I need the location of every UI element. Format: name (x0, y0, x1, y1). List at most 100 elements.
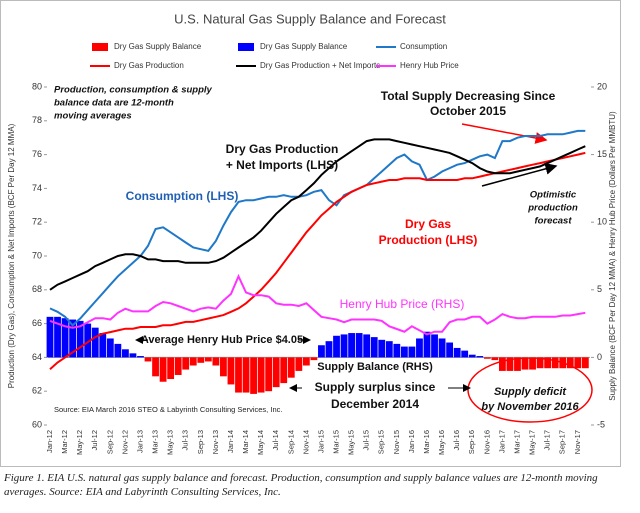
bar (84, 323, 92, 358)
y-tick-label: 66 (32, 318, 42, 328)
x-tick-label: Sep-14 (286, 430, 295, 454)
x-tick-label: May-14 (256, 430, 265, 455)
y-tick-label: 80 (32, 81, 42, 91)
x-tick-label: Nov-15 (392, 430, 401, 454)
bar (91, 327, 99, 358)
bar (340, 334, 348, 358)
chart: U.S. Natural Gas Supply Balance and Fore… (0, 0, 621, 467)
bar (385, 341, 393, 358)
annotation: Average Henry Hub Price $4.05 (141, 334, 303, 346)
legend-label: Consumption (400, 42, 447, 51)
x-tick-label: Nov-16 (482, 430, 491, 454)
x-tick-label: Jul-17 (543, 430, 552, 450)
x-tick-label: Mar-16 (422, 430, 431, 454)
bar (453, 347, 461, 358)
bar (544, 357, 552, 369)
annotation: Supply surplus since (315, 380, 436, 394)
bar (506, 357, 514, 371)
legend-label: Dry Gas Supply Balance (114, 42, 202, 51)
bar (521, 357, 529, 370)
annotation: Dry Gas Production (226, 142, 339, 156)
x-tick-label: May-15 (347, 430, 356, 455)
y-tick-label: 68 (32, 284, 42, 294)
x-tick-label: Sep-12 (105, 430, 114, 454)
y-tick-label: 60 (32, 419, 42, 429)
bar (318, 345, 325, 358)
x-tick-label: Jul-12 (90, 430, 99, 450)
y-tick-label: 64 (32, 352, 42, 362)
x-tick-label: Mar-17 (512, 430, 521, 454)
bar (174, 357, 182, 375)
annotation: Production, consumption & supply (54, 85, 213, 96)
annotation: Consumption (LHS) (126, 189, 239, 203)
bar (355, 333, 363, 358)
arrow (481, 162, 558, 187)
bar (272, 357, 280, 388)
bar (295, 357, 303, 371)
y-axis-title: Production (Dry Gas), Consumption & Net … (7, 123, 16, 388)
bar (529, 357, 536, 370)
bar (197, 357, 205, 363)
bar (574, 357, 582, 369)
bar (378, 339, 386, 358)
bar (235, 357, 242, 393)
bar (250, 357, 257, 394)
bar (204, 357, 212, 362)
bar (559, 357, 567, 369)
x-tick-label: Nov-14 (301, 430, 310, 454)
bar (393, 343, 401, 358)
bar (144, 357, 152, 362)
annotation: + Net Imports (LHS) (226, 158, 338, 172)
bar (46, 316, 54, 358)
line (49, 138, 586, 291)
bar (69, 319, 77, 358)
y-tick-label: 76 (32, 149, 42, 159)
bar (302, 357, 310, 366)
annotation: moving averages (54, 111, 132, 122)
bar (370, 337, 378, 358)
bar (536, 357, 544, 369)
line (49, 273, 586, 336)
bar (76, 320, 84, 358)
y2-tick-label: 20 (597, 81, 607, 91)
bar (423, 331, 431, 358)
x-tick-label: Jan-12 (45, 430, 54, 453)
bar (227, 357, 235, 385)
bar (416, 338, 423, 358)
bar (348, 333, 355, 358)
bar (499, 357, 506, 371)
bar (242, 357, 250, 393)
annotation: Optimistic (530, 190, 577, 201)
bar (287, 357, 295, 378)
x-tick-label: Jan-17 (497, 430, 506, 453)
x-tick-label: Jul-15 (362, 430, 371, 450)
x-tick-label: Nov-12 (120, 430, 129, 454)
bar (325, 341, 333, 358)
bar (483, 357, 491, 359)
x-tick-label: Sep-15 (377, 430, 386, 454)
y-tick-label: 72 (32, 217, 42, 227)
annotation: by November 2016 (481, 401, 579, 413)
bar (280, 357, 288, 384)
chart-frame (0, 0, 621, 467)
legend-label: Dry Gas Production + Net Imports (260, 61, 380, 70)
legend-label: Henry Hub Price (400, 61, 459, 70)
bar (408, 346, 416, 358)
x-tick-label: Nov-13 (211, 430, 220, 454)
bar (431, 334, 438, 358)
annotation: December 2014 (331, 397, 419, 411)
bar (99, 333, 107, 358)
x-tick-label: Mar-15 (332, 430, 341, 454)
y2-axis-title: Supply Balance (BCF Per Day 12 MMA) & He… (608, 111, 617, 401)
x-tick-label: Jul-13 (181, 430, 190, 450)
bar (106, 338, 114, 358)
x-tick-label: Mar-14 (241, 430, 250, 454)
x-tick-label: Jul-16 (452, 430, 461, 450)
bar (54, 316, 61, 358)
bar (514, 357, 521, 371)
legend-swatch (92, 43, 108, 51)
annotation: Supply deficit (494, 386, 567, 398)
x-tick-label: May-12 (75, 430, 84, 455)
caption: Figure 1. EIA U.S. natural gas supply ba… (4, 472, 598, 498)
bar (400, 346, 408, 358)
